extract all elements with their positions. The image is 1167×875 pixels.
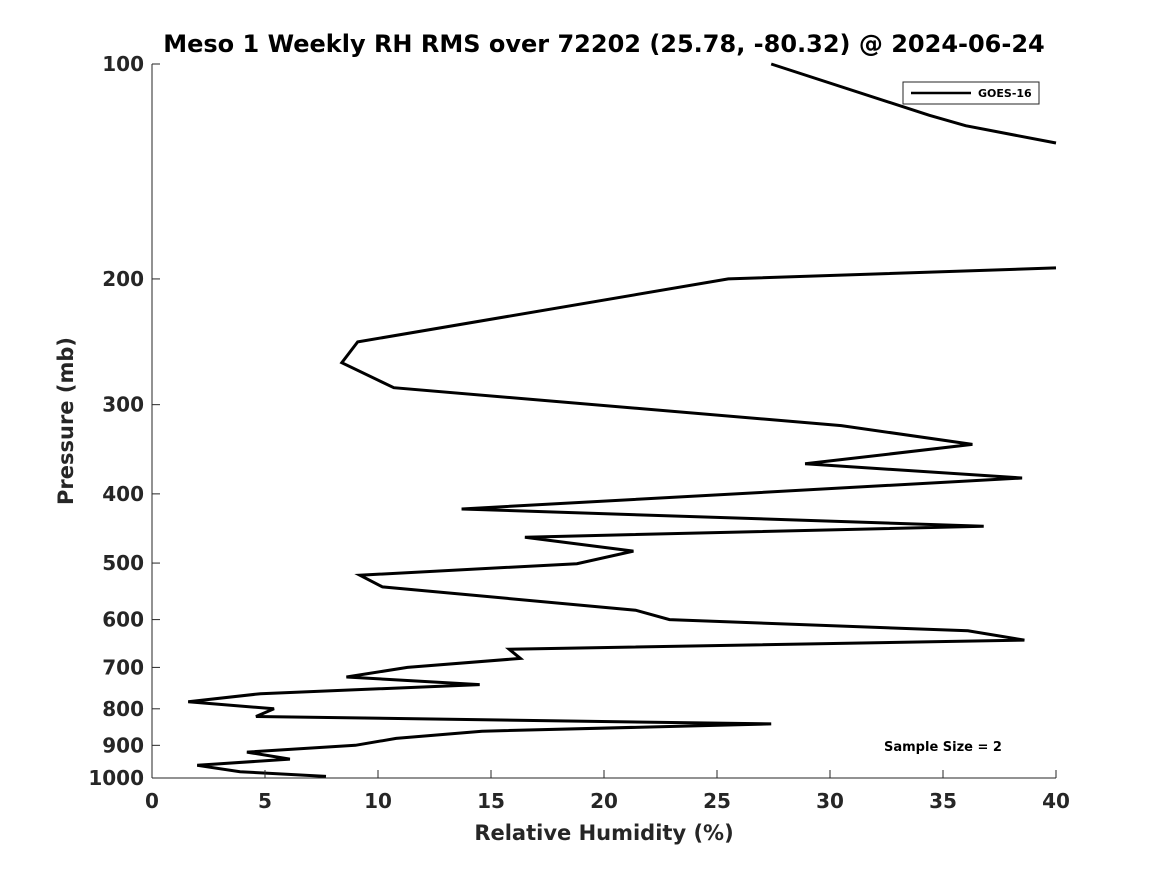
series-layer: [188, 62, 1057, 778]
chart-title: Meso 1 Weekly RH RMS over 72202 (25.78, …: [163, 30, 1045, 58]
series-line-goes-16-segment-2: [188, 266, 1057, 778]
y-tick-label: 500: [102, 551, 144, 575]
x-tick-label: 40: [1042, 789, 1070, 813]
y-tick-label: 600: [102, 608, 144, 632]
x-tick-label: 20: [590, 789, 618, 813]
y-tick-label: 100: [102, 52, 144, 76]
y-tick-label: 700: [102, 655, 144, 679]
y-tick-label: 800: [102, 697, 144, 721]
x-tick-label: 35: [929, 789, 957, 813]
legend: GOES-16: [902, 81, 1040, 105]
series-line-goes-16-segment-1: [770, 62, 1057, 145]
sample-size-annotation: Sample Size = 2: [884, 740, 1002, 755]
y-tick-label: 400: [102, 482, 144, 506]
y-tick-label: 200: [102, 267, 144, 291]
x-tick-label: 0: [145, 789, 159, 813]
x-tick-label: 5: [258, 789, 272, 813]
plot-area: 0 5 10 15 20 25 30 35 40 100 200 300 400 500 600 700 80…: [88, 52, 1070, 813]
legend-entry-goes-16: GOES-16: [978, 87, 1032, 100]
y-ticks: 100 200 300 400 500 600 700 800 900 1000: [88, 52, 160, 790]
x-ticks: 0 5 10 15 20 25 30 35 40: [145, 770, 1070, 813]
y-tick-label: 1000: [88, 766, 144, 790]
y-tick-label: 300: [102, 393, 144, 417]
y-tick-label: 900: [102, 733, 144, 757]
x-axis-label: Relative Humidity (%): [474, 821, 733, 845]
x-tick-label: 25: [703, 789, 731, 813]
x-tick-label: 10: [364, 789, 392, 813]
x-tick-label: 15: [477, 789, 505, 813]
y-axis-label: Pressure (mb): [54, 337, 78, 505]
x-tick-label: 30: [816, 789, 844, 813]
